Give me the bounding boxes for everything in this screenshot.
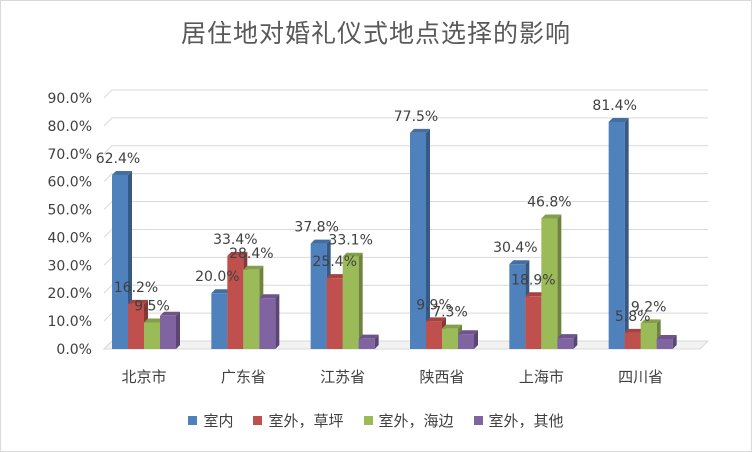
bar — [410, 128, 430, 349]
y-tick-label: 10.0% — [48, 314, 92, 330]
legend-item: 室外，其他 — [473, 410, 564, 431]
gridline — [103, 89, 708, 99]
bar — [656, 334, 677, 349]
legend-label: 室外，其他 — [488, 412, 564, 430]
legend-swatch — [188, 416, 198, 425]
legend-label: 室内 — [203, 412, 234, 430]
data-label: 9.5% — [134, 299, 170, 315]
data-label: 9.2% — [631, 299, 667, 315]
y-tick-label: 40.0% — [48, 230, 92, 246]
bar — [259, 294, 280, 349]
data-label: 62.4% — [96, 151, 140, 167]
x-category-label: 四川省 — [618, 368, 663, 386]
gridline — [103, 145, 708, 155]
data-label: 7.3% — [432, 305, 468, 321]
data-label: 16.2% — [114, 280, 158, 296]
legend-swatch — [363, 416, 373, 425]
chart-title: 居住地对婚礼仪式地点选择的影响 — [180, 19, 571, 48]
bar — [608, 117, 629, 350]
bar — [458, 330, 478, 349]
y-tick-label: 50.0% — [48, 203, 92, 219]
legend-swatch — [253, 416, 263, 425]
y-tick-label: 70.0% — [48, 147, 92, 163]
legend-label: 室外，草坪 — [268, 412, 344, 430]
legend: 室内 室外，草坪 室外，海边 室外，其他 — [0, 410, 752, 431]
y-tick-label: 80.0% — [48, 119, 92, 135]
gridline — [103, 117, 708, 127]
data-label: 33.4% — [213, 232, 257, 248]
legend-item: 室内 — [188, 410, 233, 431]
x-axis: 北京市 广东省 江苏省 陕西省 上海市 四川省 — [121, 368, 663, 386]
legend-item: 室外，草坪 — [253, 410, 344, 431]
data-label: 46.8% — [527, 194, 571, 210]
y-tick-label: 30.0% — [48, 258, 92, 274]
data-label: 18.9% — [511, 272, 555, 288]
bar — [557, 334, 578, 349]
data-label: 20.0% — [195, 269, 239, 285]
y-tick-label: 90.0% — [48, 91, 92, 107]
bar — [541, 214, 562, 349]
x-category-label: 上海市 — [519, 368, 564, 386]
bar — [160, 311, 180, 349]
data-labels: 62.4% 16.2% 9.5% 20.0% 33.4%28.4% 37.8% 25.4% 3… — [96, 98, 667, 325]
data-label: 30.4% — [493, 240, 537, 256]
bars — [112, 117, 677, 350]
legend-label: 室外，海边 — [378, 412, 454, 430]
data-label: 28.4% — [229, 246, 273, 262]
legend-swatch — [473, 416, 483, 425]
data-label: 77.5% — [394, 109, 438, 125]
y-tick-label: 60.0% — [48, 175, 92, 191]
x-category-label: 江苏省 — [320, 368, 365, 386]
legend-item: 室外，海边 — [363, 410, 454, 431]
data-label: 25.4% — [312, 254, 356, 270]
data-label: 37.8% — [294, 220, 338, 236]
y-tick-label: 0.0% — [56, 342, 92, 358]
y-axis: 0.0% 10.0% 20.0% 30.0% 40.0% 50.0% 60.0% 70.0% 8… — [48, 91, 92, 358]
x-category-label: 北京市 — [121, 368, 166, 386]
y-tick-label: 20.0% — [48, 286, 92, 302]
bar — [342, 252, 363, 349]
x-category-label: 陕西省 — [419, 368, 464, 386]
data-label: 81.4% — [592, 98, 636, 114]
bar — [358, 334, 379, 349]
x-category-label: 广东省 — [221, 368, 266, 386]
data-label: 33.1% — [328, 233, 372, 249]
gridline — [103, 173, 708, 183]
data-label: 9.9% — [416, 297, 452, 313]
data-label: 5.8% — [615, 309, 651, 325]
